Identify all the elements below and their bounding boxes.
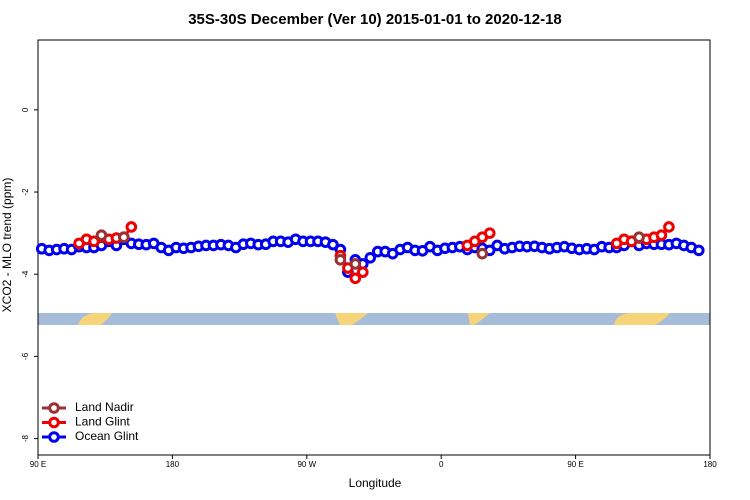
point (633, 231, 645, 244)
point (364, 251, 377, 264)
point (327, 238, 339, 251)
y-tick-label: -2 (21, 188, 30, 196)
y-axis-label: XCO2 - MLO trend (ppm) (0, 178, 14, 313)
point (655, 229, 668, 241)
y-tick-label: 0 (21, 107, 30, 112)
point (118, 231, 130, 244)
point (663, 221, 675, 233)
x-axis-label: Longitude (349, 476, 402, 490)
x-tick-label: 90 E (567, 460, 583, 469)
y-tick-label: -4 (21, 270, 30, 278)
point (349, 258, 362, 270)
legend-label: Land Nadir (75, 400, 134, 414)
y-tick-label: -8 (21, 434, 30, 442)
chart-title: 35S-30S December (Ver 10) 2015-01-01 to … (188, 11, 562, 28)
point (693, 244, 705, 257)
x-tick-label: 90 W (297, 460, 316, 469)
point (476, 247, 489, 260)
point (483, 227, 496, 239)
point (357, 266, 369, 278)
y-tick-label: -6 (21, 352, 30, 360)
legend-label: Land Glint (75, 415, 130, 429)
x-tick-label: 90 E (30, 460, 46, 469)
legend-label: Ocean Glint (75, 429, 139, 443)
point (349, 272, 362, 285)
x-tick-label: 180 (703, 460, 717, 469)
legend-marker (48, 431, 60, 443)
series (95, 229, 645, 270)
point (334, 254, 347, 266)
map-strip (38, 313, 710, 325)
legend-marker (48, 416, 60, 429)
x-tick-label: 180 (166, 460, 180, 469)
point (95, 229, 108, 241)
point (125, 221, 138, 233)
x-tick-label: 0 (439, 460, 444, 469)
legend-marker (48, 402, 60, 414)
